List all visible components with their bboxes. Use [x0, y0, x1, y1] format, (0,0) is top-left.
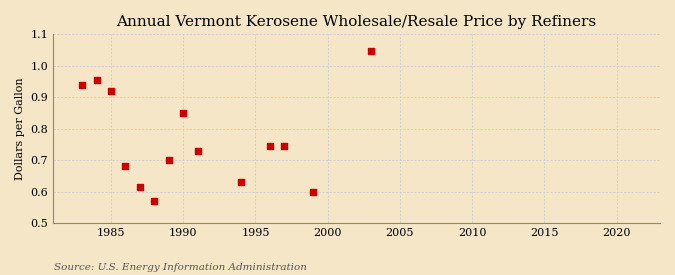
Point: [192, 148, 203, 153]
Point: [91, 78, 102, 82]
Point: [77, 82, 88, 87]
Point: [279, 144, 290, 148]
Point: [120, 164, 131, 169]
Point: [366, 49, 377, 53]
Point: [265, 144, 275, 148]
Point: [163, 158, 174, 163]
Point: [149, 199, 160, 203]
Text: Source: U.S. Energy Information Administration: Source: U.S. Energy Information Administ…: [54, 263, 307, 271]
Point: [105, 89, 116, 93]
Point: [308, 189, 319, 194]
Title: Annual Vermont Kerosene Wholesale/Resale Price by Refiners: Annual Vermont Kerosene Wholesale/Resale…: [117, 15, 597, 29]
Point: [178, 111, 188, 115]
Y-axis label: Dollars per Gallon: Dollars per Gallon: [15, 78, 25, 180]
Point: [134, 185, 145, 189]
Point: [236, 180, 246, 185]
